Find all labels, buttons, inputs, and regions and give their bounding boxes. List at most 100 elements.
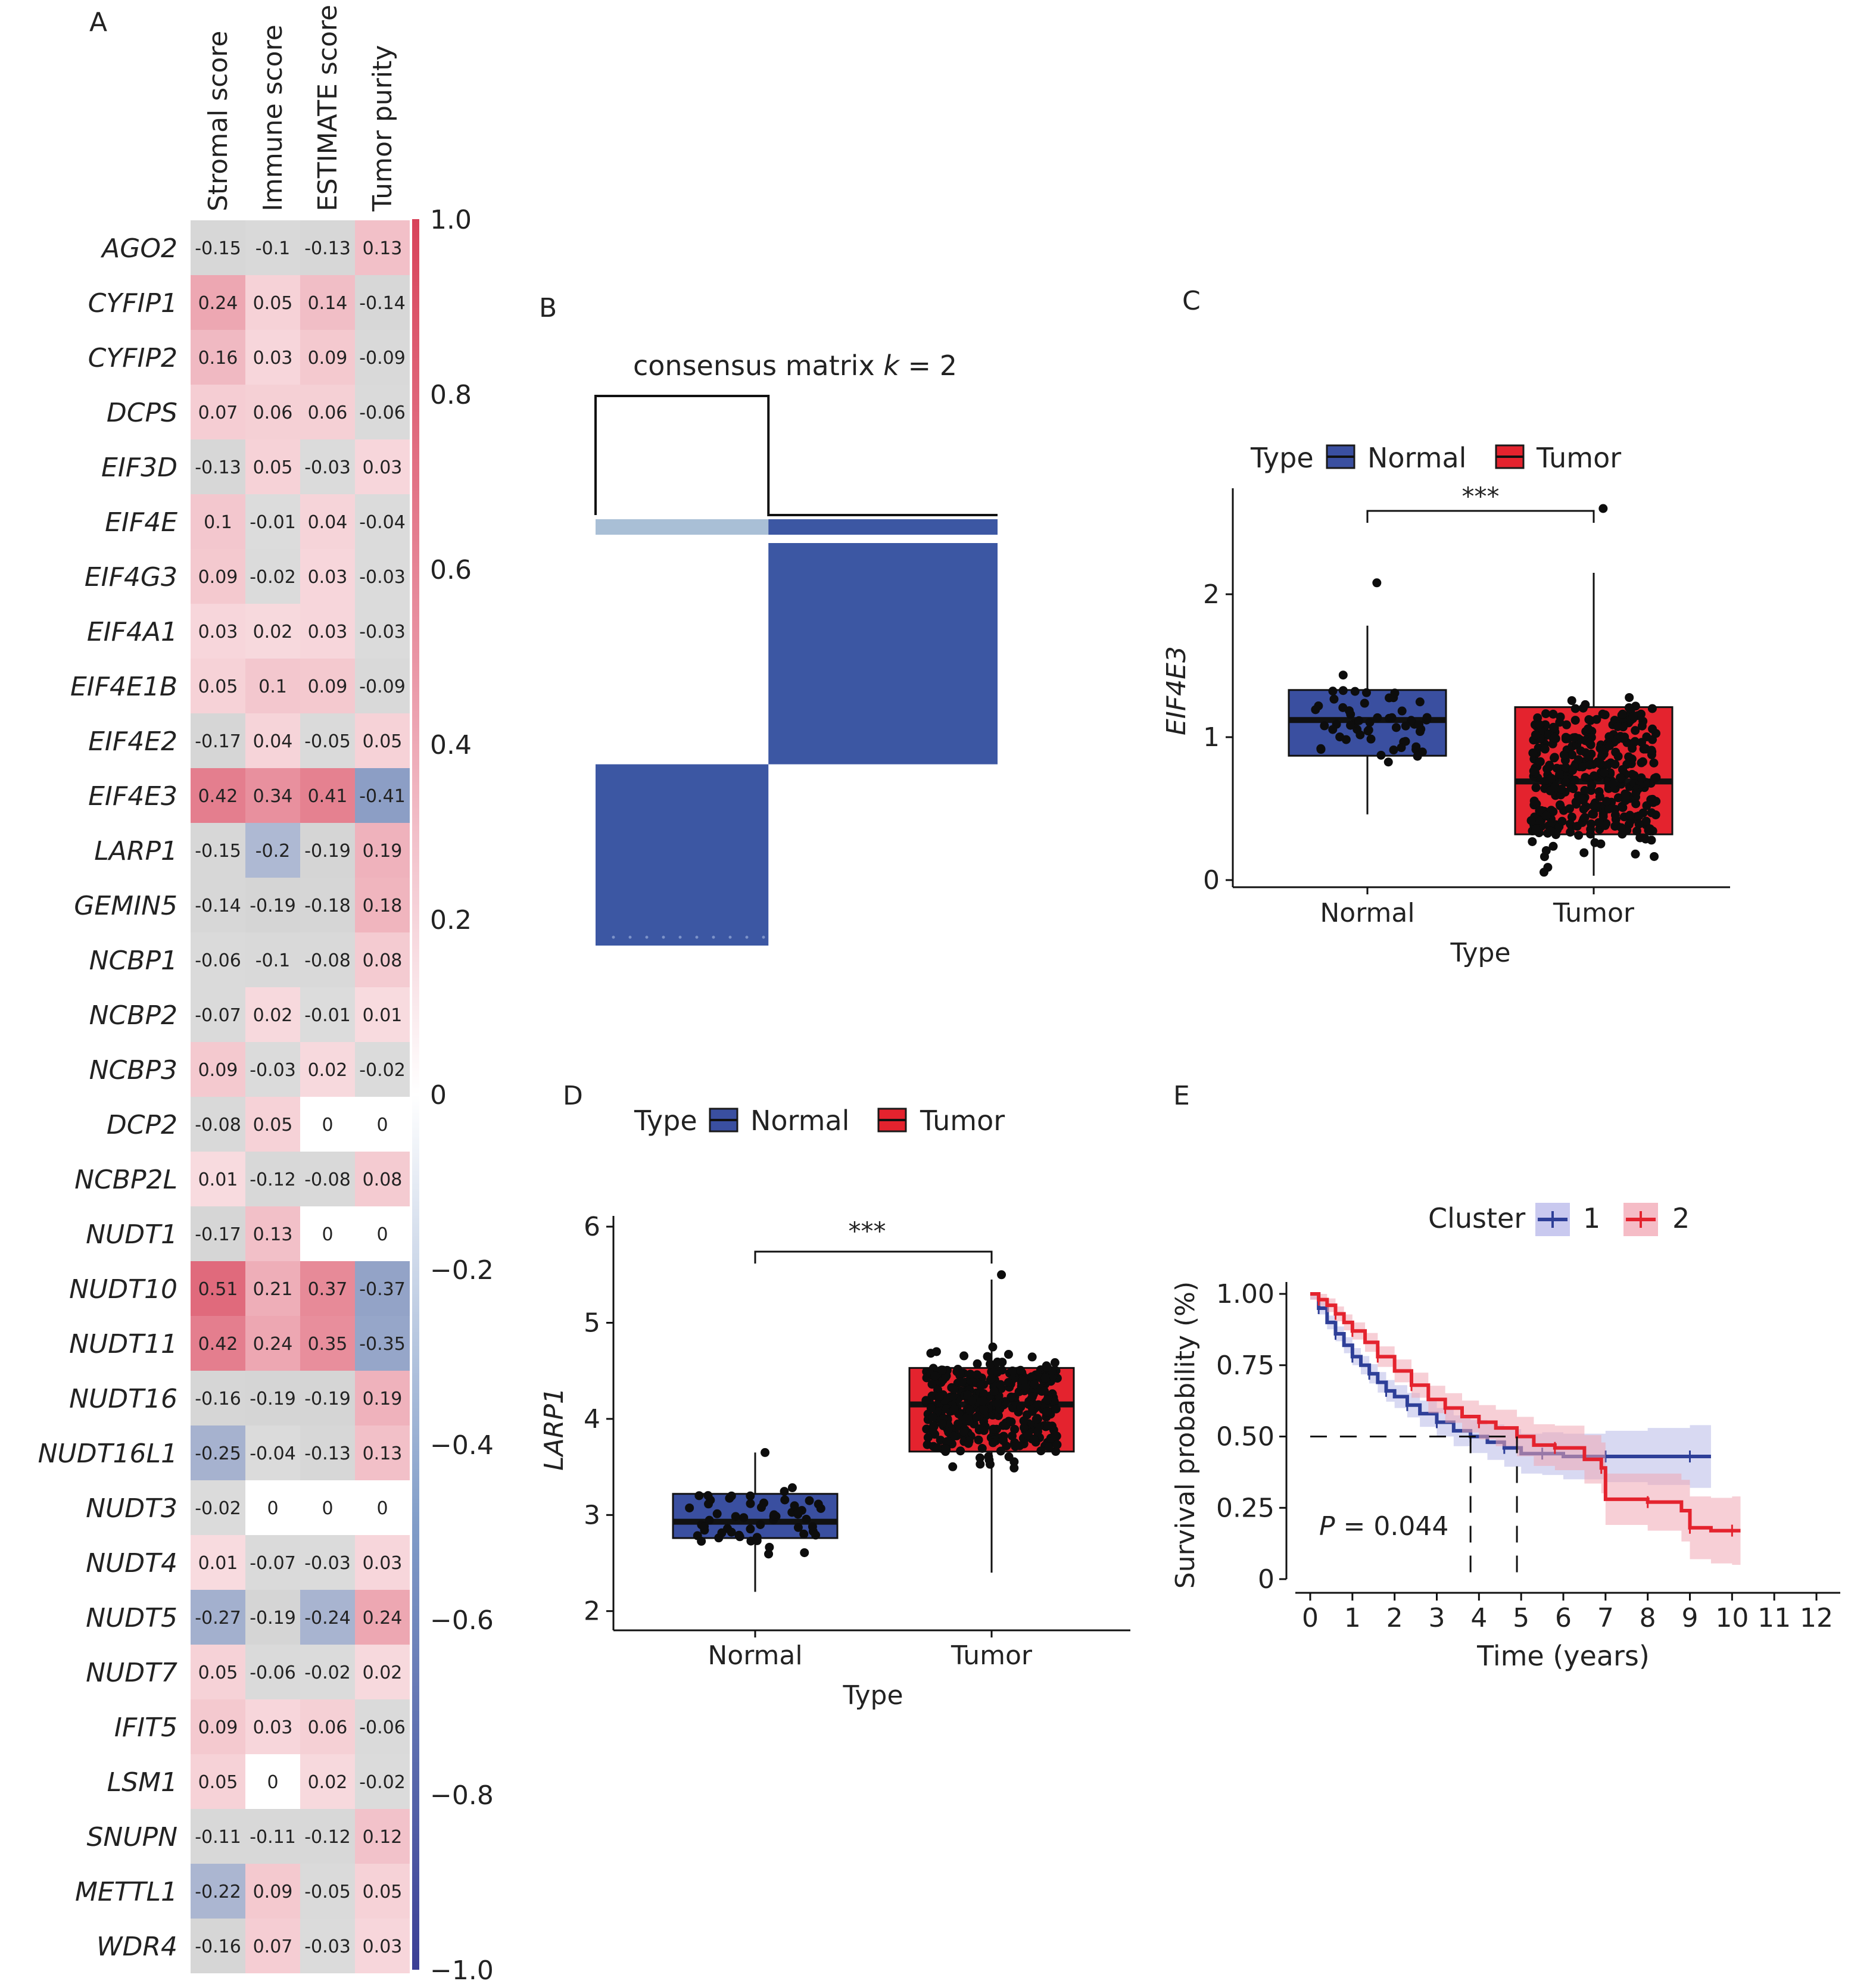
larp1-point [735, 1532, 744, 1542]
heatmap-cell-value: -0.03 [304, 457, 351, 478]
larp1-point [921, 1396, 931, 1405]
larp1-point [933, 1443, 942, 1452]
heatmap-cell-value: -0.41 [359, 786, 406, 807]
eif4e3-point [1407, 716, 1416, 725]
heatmap-row-label: CYFIP1 [88, 288, 177, 319]
larp1-point [1027, 1352, 1037, 1362]
eif4e3-point [1397, 706, 1407, 716]
eif4e3-point [1311, 705, 1320, 715]
heatmap-cell [191, 1919, 245, 1973]
heatmap-cell [245, 1480, 300, 1535]
heatmap-cell-value: 0.03 [308, 622, 348, 642]
heatmap-cell [245, 659, 300, 713]
heatmap-cell-value: 0.04 [308, 512, 348, 533]
larp1-point [929, 1421, 939, 1431]
heatmap-cell-value: -0.16 [195, 1936, 241, 1957]
heatmap-cell-value: 0.09 [308, 676, 348, 697]
heatmap-cell-value: 0 [322, 1224, 333, 1245]
eif4e3-point [1570, 716, 1580, 725]
heatmap-cell-value: 0.06 [253, 403, 293, 423]
eif4e3-point [1535, 757, 1545, 766]
consensus-title: consensus matrix k = 2 [633, 350, 957, 382]
heatmap-cell-value: 0.08 [363, 1169, 403, 1190]
heatmap-cell [300, 1480, 355, 1535]
eif4e3-point [1547, 773, 1556, 783]
larp1-significance-bracket [754, 1250, 993, 1264]
larp1-point [949, 1384, 959, 1394]
eif4e3-point [1584, 724, 1593, 734]
consensus-block-1 [596, 764, 769, 946]
heatmap-cell [191, 1699, 245, 1754]
larp1-x-axis-label: Type [842, 1680, 903, 1711]
heatmap-cell-value: 0.02 [363, 1662, 403, 1683]
heatmap-cell-value: -0.14 [359, 293, 406, 314]
heatmap-cell-value: 0 [376, 1224, 388, 1245]
larp1-point [985, 1359, 995, 1369]
larp1-point [957, 1377, 967, 1387]
larp1-point [1040, 1386, 1049, 1396]
colorbar-tick-label: −0.6 [430, 1605, 494, 1636]
larp1-y-tick-label: 4 [584, 1404, 600, 1434]
eif4e3-point [1376, 750, 1386, 760]
heatmap-cell [191, 494, 245, 549]
heatmap-cell-value: -0.05 [304, 1882, 351, 1902]
heatmap-cell [300, 823, 355, 878]
heatmap-cell [300, 1152, 355, 1206]
heatmap-cell-value: 0.03 [198, 622, 238, 642]
heatmap-cell [355, 823, 410, 878]
eif4e3-point [1557, 816, 1567, 826]
heatmap-cell [245, 1042, 300, 1097]
eif4e3-point [1414, 720, 1424, 729]
heatmap-cell-value: -0.16 [195, 1389, 241, 1409]
eif4e3-point [1584, 715, 1594, 725]
heatmap-cell [355, 1316, 410, 1371]
survival-x-tick-label: 11 [1757, 1603, 1791, 1633]
heatmap-cell [355, 385, 410, 439]
eif4e3-boxplot: Type Normal Tumor 0 1 2 Normal Tumor Type … [1161, 442, 1730, 968]
eif4e3-point [1354, 716, 1364, 725]
survival-pvalue: P = 0.044 [1319, 1511, 1448, 1542]
heatmap-cell [191, 1645, 245, 1699]
heatmap-cell [191, 1590, 245, 1645]
eif4e3-point [1632, 826, 1642, 836]
eif4e3-point [1391, 723, 1401, 732]
eif4e3-point [1596, 839, 1606, 849]
larp1-boxplot: Type Normal Tumor 2 3 4 5 6 Normal Tumor Typ… [539, 1105, 1130, 1711]
larp1-point [1004, 1378, 1013, 1387]
heatmap-cell [245, 1809, 300, 1864]
eif4e3-point [1533, 713, 1542, 723]
survival-ci-band-1 [1310, 1294, 1711, 1490]
eif4e3-point [1646, 824, 1655, 834]
heatmap-cell [355, 713, 410, 768]
larp1-significance: *** [849, 1216, 886, 1246]
heatmap-row-label: EIF3D [101, 453, 177, 483]
heatmap-cell-value: 0.05 [363, 1882, 403, 1902]
eif4e3-legend-normal-label: Normal [1367, 442, 1466, 474]
heatmap-row-label: NCBP1 [89, 946, 177, 976]
heatmap-cell [245, 1152, 300, 1206]
eif4e3-point [1550, 723, 1559, 733]
heatmap-row-label: NUDT16 [69, 1384, 177, 1414]
heatmap-row-label: NCBP2 [89, 1000, 177, 1031]
eif4e3-point [1613, 722, 1622, 731]
eif4e3-xtick-normal: Normal [1320, 898, 1414, 928]
heatmap-cell [355, 1097, 410, 1152]
larp1-point [1006, 1417, 1016, 1427]
eif4e3-point [1338, 703, 1348, 712]
larp1-point [978, 1396, 987, 1406]
eif4e3-point [1526, 816, 1536, 825]
heatmap-cell [300, 494, 355, 549]
heatmap-cell-value: 0.1 [204, 512, 232, 533]
eif4e3-significance: *** [1462, 482, 1500, 511]
eif4e3-point [1579, 804, 1588, 814]
eif4e3-point [1578, 762, 1587, 772]
heatmap-cell [355, 1480, 410, 1535]
heatmap-cell [355, 1590, 410, 1645]
larp1-point [1052, 1440, 1062, 1449]
survival-y-tick-label: 0.25 [1216, 1493, 1274, 1523]
heatmap-cell [245, 713, 300, 768]
heatmap-cell [300, 713, 355, 768]
heatmap-cell [191, 1480, 245, 1535]
heatmap-row-label: DCP2 [107, 1110, 177, 1140]
heatmap-cell-value: 0.03 [363, 1936, 403, 1957]
